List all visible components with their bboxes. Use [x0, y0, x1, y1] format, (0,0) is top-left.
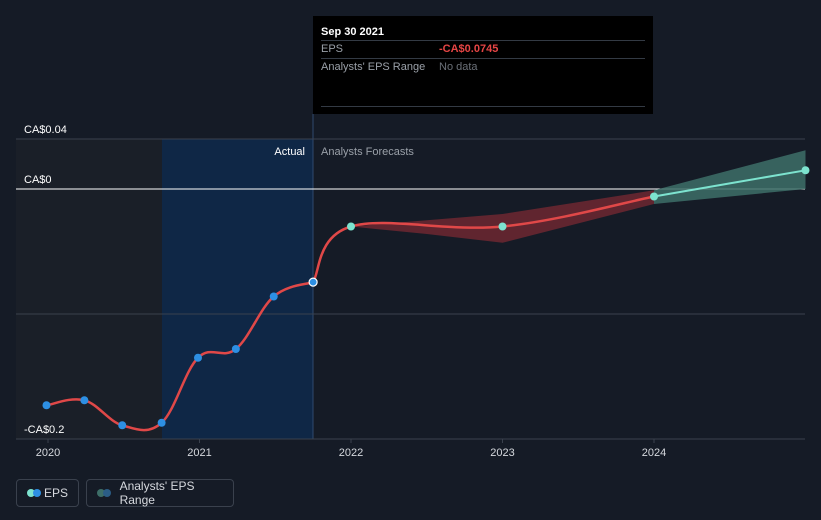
actual-highlight-region: [162, 139, 313, 439]
y-tick-label: CA$0: [24, 174, 52, 186]
eps-actual-point: [308, 277, 318, 287]
tooltip-range-value: No data: [439, 61, 478, 73]
eps-actual-point: [193, 353, 202, 362]
eps-actual-point: [80, 396, 89, 405]
tooltip-eps-value: -CA$0.0745: [439, 43, 499, 55]
legend-eps-label: EPS: [43, 486, 68, 500]
x-tick-label: 2024: [642, 447, 666, 459]
range-band-teal: [654, 150, 806, 204]
eps-actual-point: [157, 418, 166, 427]
x-tick-label: 2021: [187, 447, 211, 459]
eps-forecast-line: [311, 195, 655, 283]
tooltip-eps-label: EPS: [321, 43, 344, 55]
eps-lines: [46, 169, 806, 432]
eps-forecast-point: [498, 222, 507, 231]
range-bands: [351, 150, 806, 243]
y-tick-label: -CA$0.2: [24, 424, 64, 436]
eps-actual-line: [46, 280, 314, 432]
tooltip-divider: [321, 106, 645, 107]
section-label-forecast: Analysts Forecasts: [321, 146, 414, 158]
eps-forecast-line-positive: [653, 169, 806, 198]
section-label-actual: Actual: [274, 146, 305, 158]
y-tick-label: CA$0.04: [24, 124, 67, 136]
range-legend-icon: [97, 489, 112, 497]
eps-forecast-point: [347, 222, 355, 231]
eps-actual-point: [231, 345, 240, 353]
range-band-red: [351, 190, 654, 243]
eps-legend-icon: [27, 489, 41, 497]
x-tick-label: 2022: [339, 447, 363, 459]
eps-actual-point: [118, 421, 127, 430]
eps-forecast-point: [650, 192, 658, 201]
tooltip-eps-row: EPS -CA$0.0745: [321, 40, 645, 58]
x-axis-labels: 2020 2021 2022 2023 2024: [36, 439, 666, 459]
tooltip-range-label: Analysts' EPS Range: [321, 61, 426, 73]
legend-range-button[interactable]: Analysts' EPS Range: [86, 479, 234, 507]
eps-forecast-point: [801, 166, 810, 175]
x-tick-label: 2023: [490, 447, 514, 459]
hover-tooltip: Sep 30 2021 EPS -CA$0.0745 Analysts' EPS…: [313, 16, 653, 114]
legend-eps-button[interactable]: EPS: [16, 479, 79, 507]
tooltip-range-row: Analysts' EPS Range No data: [321, 58, 645, 76]
eps-actual-point: [42, 401, 51, 410]
y-axis-labels: CA$0.04 CA$0 -CA$0.2: [24, 124, 67, 436]
x-tick-label: 2020: [36, 447, 60, 459]
legend-range-label: Analysts' EPS Range: [119, 479, 195, 507]
tooltip-date: Sep 30 2021: [321, 26, 384, 38]
eps-actual-point: [269, 292, 278, 301]
eps-points: [42, 166, 810, 430]
